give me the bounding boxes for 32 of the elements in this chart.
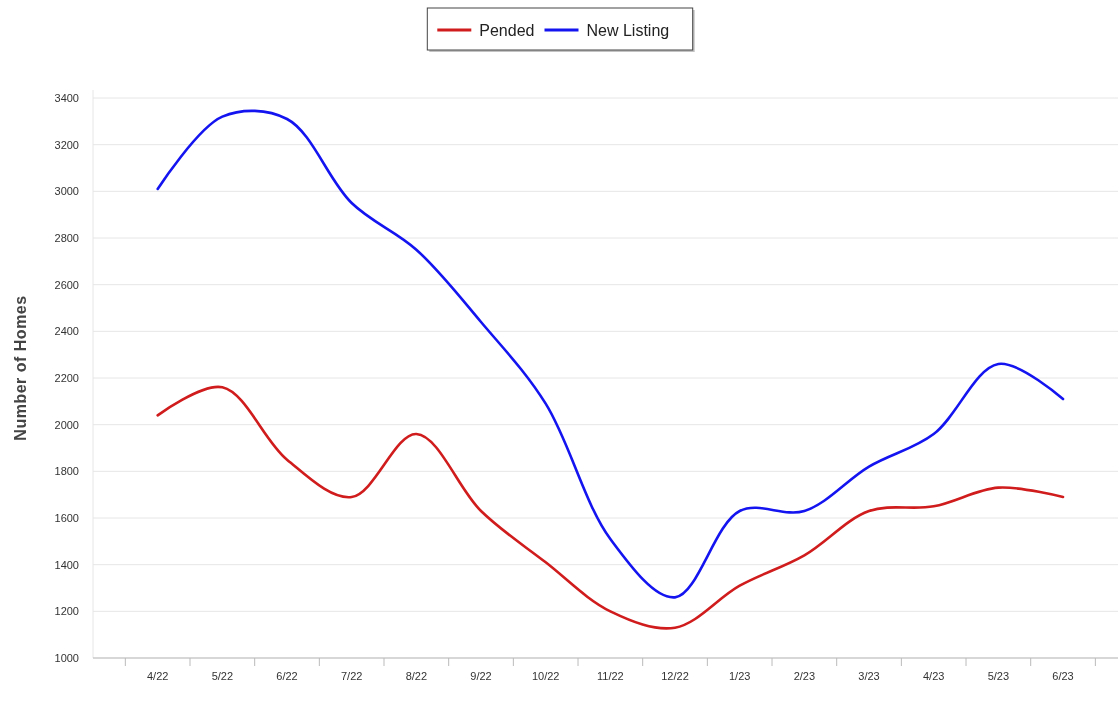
x-tick-label: 5/22 [211, 670, 234, 682]
y-tick-label: 2600 [54, 278, 79, 291]
x-tick-label: 4/22 [146, 670, 169, 682]
y-tick-label: 1000 [54, 651, 79, 664]
x-tick-label: 6/22 [276, 670, 298, 682]
x-tick-label: 6/23 [1052, 670, 1074, 682]
x-tick-label: 10/22 [531, 670, 560, 682]
x-tick-label: 7/22 [340, 670, 363, 682]
y-tick-label: 2800 [54, 231, 79, 244]
y-tick-label: 2200 [54, 371, 79, 384]
y-axis-title: Number of Homes [12, 295, 29, 441]
x-tick-label: 4/23 [922, 670, 945, 682]
y-tick-label: 1800 [54, 465, 79, 478]
x-tick-label: 5/23 [987, 670, 1010, 682]
x-tick-label: 2/23 [793, 670, 816, 682]
y-tick-label: 1400 [54, 558, 79, 571]
y-tick-label: 3200 [54, 138, 79, 151]
legend-label: New Listing [586, 21, 670, 39]
y-tick-label: 2400 [54, 325, 79, 338]
x-tick-label: 11/22 [596, 670, 624, 682]
x-tick-label: 9/22 [470, 670, 492, 682]
x-tick-label: 1/23 [728, 670, 751, 682]
x-tick-label: 12/22 [661, 670, 689, 682]
y-tick-label: 3000 [54, 185, 79, 198]
line-series [156, 385, 1065, 630]
y-tick-label: 2000 [54, 418, 79, 431]
y-tick-label: 1600 [54, 511, 79, 524]
y-tick-label: 1200 [54, 605, 79, 618]
x-tick-label: 3/23 [858, 670, 880, 682]
legend-label: Pended [479, 21, 535, 39]
x-tick-label: 8/22 [405, 670, 428, 682]
y-tick-label: 3400 [54, 91, 79, 104]
